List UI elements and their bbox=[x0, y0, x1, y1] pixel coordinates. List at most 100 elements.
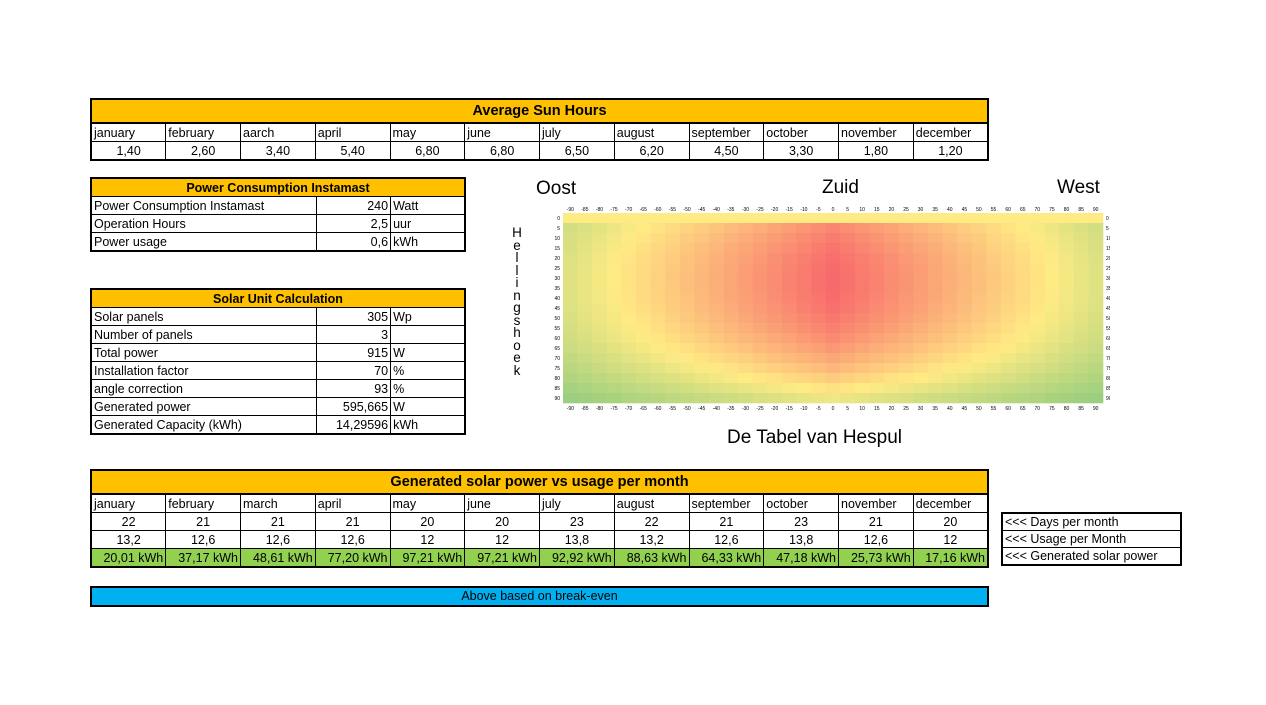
usage-cell: 12,6 bbox=[314, 530, 391, 549]
heatmap-cell bbox=[606, 273, 622, 284]
kwh-cell: 88,63 kWh bbox=[613, 548, 690, 568]
x-tick-label: 70 bbox=[1035, 406, 1041, 412]
heatmap-cell bbox=[694, 263, 710, 274]
heatmap-cell bbox=[752, 343, 768, 354]
x-tick-label: -25 bbox=[756, 406, 763, 412]
west-label: West bbox=[1057, 177, 1100, 198]
heatmap-cell bbox=[986, 233, 1002, 244]
heatmap-cell bbox=[884, 343, 899, 354]
x-tick-label: -40 bbox=[713, 207, 720, 213]
heatmap-cell bbox=[665, 373, 681, 384]
value-cell: 1,40 bbox=[90, 141, 167, 161]
heatmap-cell bbox=[942, 383, 958, 394]
heatmap-cell bbox=[592, 243, 608, 254]
heatmap-cell bbox=[971, 253, 987, 264]
heatmap-cell bbox=[1044, 333, 1060, 344]
heatmap-cell bbox=[694, 343, 710, 354]
heatmap-cell bbox=[738, 253, 754, 264]
heatmap-cell bbox=[650, 373, 666, 384]
row-unit: W bbox=[390, 397, 466, 416]
heatmap-cell bbox=[577, 293, 593, 304]
heatmap-cell bbox=[986, 343, 1002, 354]
heatmap-cell bbox=[884, 253, 899, 264]
heatmap-cell bbox=[1044, 283, 1060, 294]
heatmap-cell bbox=[869, 273, 885, 284]
heatmap-cell bbox=[635, 343, 651, 354]
heatmap-cell bbox=[606, 233, 622, 244]
sun-hours-title: Average Sun Hours bbox=[90, 98, 989, 124]
heatmap-cell bbox=[986, 223, 1002, 234]
heatmap-cell bbox=[592, 303, 608, 314]
month-cell: november bbox=[838, 493, 914, 513]
heatmap-cell bbox=[825, 333, 841, 344]
x-tick-label: 55 bbox=[991, 207, 997, 213]
value-cell: 5,40 bbox=[314, 141, 391, 161]
heatmap-cell bbox=[1059, 293, 1075, 304]
heatmap-cell bbox=[942, 283, 958, 294]
heatmap-cell bbox=[1073, 333, 1089, 344]
y-tick-label: 35 bbox=[554, 286, 560, 292]
heatmap-cell bbox=[635, 273, 651, 284]
heatmap-cell bbox=[957, 313, 972, 324]
y-tick-label: 65 bbox=[554, 346, 560, 352]
heatmap-cell bbox=[927, 343, 943, 354]
x-tick-label: -55 bbox=[669, 406, 676, 412]
x-tick-label: -30 bbox=[742, 207, 749, 213]
heatmap-cell bbox=[650, 233, 666, 244]
heatmap-cell bbox=[942, 393, 958, 404]
heatmap-cell bbox=[1000, 393, 1016, 404]
heatmap-cell bbox=[840, 383, 856, 394]
heatmap-cell bbox=[1030, 313, 1045, 324]
heatmap-cell bbox=[752, 253, 768, 264]
kwh-cell: 97,21 kWh bbox=[389, 548, 466, 568]
heatmap-cell bbox=[942, 353, 958, 364]
heatmap-cell bbox=[767, 283, 783, 294]
y-tick-label: 85 bbox=[554, 386, 560, 392]
legend-days: <<< Days per month bbox=[1001, 512, 1182, 531]
heatmap-cell bbox=[708, 313, 724, 324]
row-label: Solar panels bbox=[90, 307, 317, 326]
heatmap-cell bbox=[825, 293, 841, 304]
heatmap-cell bbox=[767, 303, 783, 314]
heatmap-cell bbox=[971, 373, 987, 384]
x-tick-label: 60 bbox=[1005, 207, 1011, 213]
x-tick-label: -50 bbox=[683, 207, 690, 213]
heatmap-cell bbox=[796, 343, 812, 354]
heatmap-cell bbox=[1044, 223, 1060, 234]
heatmap-cell bbox=[708, 283, 724, 294]
heatmap-cell bbox=[577, 303, 593, 314]
x-tick-label: -35 bbox=[727, 406, 734, 412]
heatmap-cell bbox=[1015, 233, 1031, 244]
heatmap-cell bbox=[592, 323, 608, 334]
heatmap-cell bbox=[606, 313, 622, 324]
heatmap-cell bbox=[694, 273, 710, 284]
heatmap-cell bbox=[1030, 273, 1045, 284]
y-tick-label: 25 bbox=[554, 266, 560, 272]
heatmap-cell bbox=[1073, 293, 1089, 304]
heatmap-cell bbox=[854, 313, 870, 324]
heatmap-cell bbox=[884, 373, 899, 384]
heatmap-cell bbox=[563, 343, 578, 354]
heatmap-cell bbox=[971, 243, 987, 254]
heatmap-cell bbox=[635, 373, 651, 384]
value-cell: 3,40 bbox=[240, 141, 316, 161]
heatmap-cell bbox=[942, 303, 958, 314]
heatmap-cell bbox=[679, 233, 695, 244]
heatmap-cell bbox=[898, 283, 914, 294]
heatmap-cell bbox=[854, 373, 870, 384]
heatmap-cell bbox=[650, 223, 666, 234]
x-tick-label: 90 bbox=[1093, 207, 1099, 213]
heatmap-cell bbox=[708, 263, 724, 274]
heatmap-cell bbox=[884, 233, 899, 244]
heatmap-cell bbox=[957, 273, 972, 284]
heatmap-cell bbox=[1044, 273, 1060, 284]
x-tick-label: 30 bbox=[918, 207, 924, 213]
x-tick-label: -90 bbox=[567, 207, 574, 213]
heatmap-cell bbox=[942, 323, 958, 334]
heatmap-cell bbox=[927, 383, 943, 394]
heatmap-cell bbox=[1015, 313, 1031, 324]
y-tick-label: 15 bbox=[1106, 246, 1110, 252]
heatmap-cell bbox=[767, 273, 783, 284]
heatmap-cell bbox=[752, 333, 768, 344]
heatmap-cell bbox=[1088, 333, 1104, 344]
